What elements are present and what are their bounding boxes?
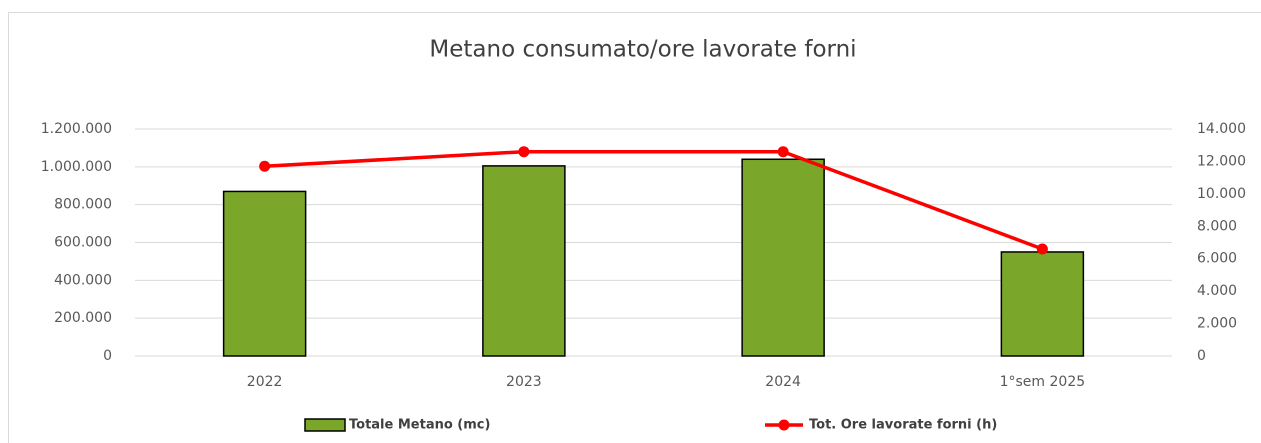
- y2-tick-label: 12.000: [1197, 153, 1246, 169]
- y-tick-label: 1.000.000: [41, 159, 112, 175]
- y2-tick-label: 8.000: [1197, 218, 1237, 234]
- line-marker: [518, 146, 530, 158]
- bar: [1000, 251, 1085, 357]
- y2-tick-label: 10.000: [1197, 186, 1246, 202]
- bar: [482, 165, 566, 357]
- y-tick-label: 600.000: [54, 235, 112, 251]
- bar: [222, 190, 307, 357]
- y2-tick-label: 6.000: [1197, 251, 1237, 267]
- y2-tick-label: 4.000: [1197, 283, 1237, 299]
- line: [264, 149, 1043, 251]
- x-tick-label: 2022: [247, 374, 283, 390]
- line-marker: [777, 146, 789, 158]
- y-tick-label: 200.000: [54, 310, 112, 326]
- y2-tick-label: 2.000: [1197, 316, 1237, 332]
- chart-title: Metano consumato/ore lavorate forni: [429, 37, 856, 63]
- bar: [741, 158, 825, 357]
- line-marker: [259, 160, 271, 172]
- y-tick-label: 400.000: [54, 272, 112, 288]
- x-tick-label: 2023: [506, 374, 542, 390]
- legend-label: Tot. Ore lavorate forni (h): [809, 418, 997, 433]
- line-marker: [1036, 243, 1048, 255]
- y-tick-label: 800.000: [54, 197, 112, 213]
- y2-tick-label: 0: [1197, 348, 1206, 364]
- legend-swatch: [304, 418, 346, 432]
- chart-border: [8, 12, 1261, 443]
- x-tick-label: 2024: [765, 374, 801, 390]
- legend-swatch: [778, 419, 790, 431]
- legend-label: Totale Metano (mc): [349, 418, 490, 433]
- y-tick-label: 1.200.000: [41, 121, 112, 137]
- y-tick-label: 0: [103, 348, 112, 364]
- y2-tick-label: 14.000: [1197, 121, 1246, 137]
- x-tick-label: 1°sem 2025: [1000, 374, 1086, 390]
